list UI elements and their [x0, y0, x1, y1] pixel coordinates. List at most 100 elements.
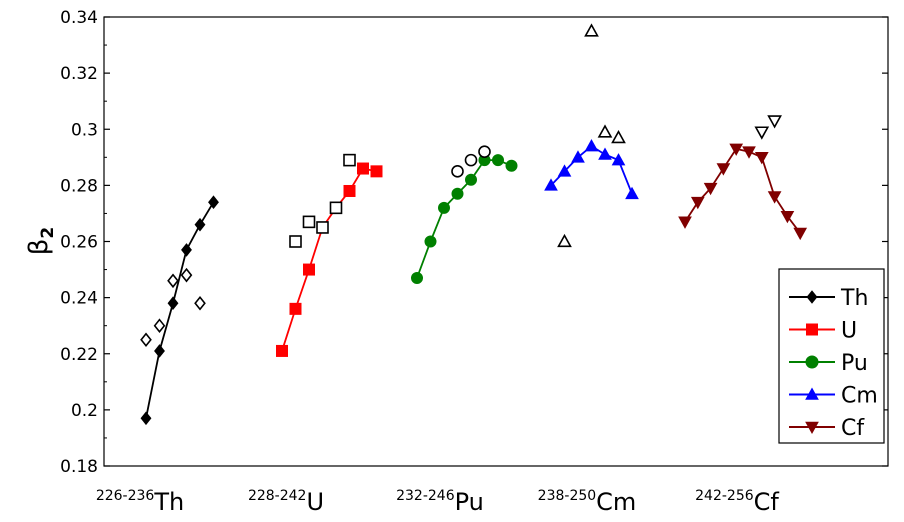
reference-point-square — [329, 201, 343, 215]
y-axis-label: β2 — [24, 227, 58, 255]
reference-point-square — [343, 153, 356, 167]
data-point-cf — [754, 152, 769, 165]
series-line-cf — [684, 147, 801, 234]
y-axis-ticks: 0.18 0.2 0.22 0.24 0.26 0.28 0.3 0.32 0.34 — [60, 8, 888, 477]
x-axis-group-labels: 226-236Th 228-242U 232-246Pu 238-250Cm 242-2… — [96, 488, 780, 516]
data-point-u — [289, 302, 302, 315]
x-group-label-element: U — [306, 488, 324, 516]
y-axis-label-subscript: 2 — [38, 227, 58, 239]
data-point-th — [208, 195, 219, 210]
legend-item-cf: Cf — [789, 416, 865, 441]
reference-point-triangle-down — [754, 126, 770, 140]
legend-label: Th — [840, 286, 868, 311]
reference-point-diamond — [167, 273, 179, 289]
data-point-cf — [678, 216, 692, 229]
data-point-pu — [505, 159, 518, 172]
x-group-label-mass-range: 232-246 — [396, 488, 455, 504]
data-point-pu — [492, 154, 504, 167]
data-point-th — [181, 243, 192, 257]
data-point-cm — [625, 186, 639, 200]
reference-point-circle — [451, 165, 464, 178]
reference-point-diamond — [140, 332, 152, 347]
data-point-cm — [584, 139, 599, 152]
x-group-label: 242-256Cf — [695, 488, 779, 516]
reference-point-triangle-up — [597, 124, 613, 138]
reference-point-diamond — [194, 295, 206, 311]
reference-point-circle — [478, 145, 491, 158]
data-point-pu — [424, 235, 437, 248]
reference-series-diamond — [140, 267, 206, 347]
reference-point-triangle-up — [584, 23, 599, 37]
data-point-cf — [729, 143, 744, 156]
data-point-u — [276, 344, 288, 357]
data-point-cm — [557, 164, 572, 177]
reference-point-circle — [464, 153, 478, 167]
x-group-label: 226-236Th — [96, 488, 184, 516]
reference-point-square — [302, 215, 316, 229]
y-tick-label: 0.3 — [71, 120, 98, 140]
data-point-cf — [780, 210, 795, 224]
data-point-pu — [411, 271, 423, 284]
data-point-cm — [611, 153, 626, 166]
series-pu — [411, 154, 518, 284]
x-group-label-element: Pu — [455, 488, 484, 516]
data-point-u — [370, 165, 383, 178]
legend-item-pu: Pu — [789, 351, 868, 376]
legend-marker — [806, 323, 818, 336]
plot-frame — [103, 16, 889, 467]
x-group-label-mass-range: 242-256 — [695, 488, 754, 504]
data-point-cf — [690, 196, 705, 210]
y-tick-label: 0.26 — [60, 233, 98, 253]
reference-series-triangle-down — [754, 115, 782, 140]
legend-label: Cm — [841, 384, 878, 409]
legend-item-th: Th — [789, 286, 868, 311]
series-line-th — [145, 201, 215, 419]
data-point-cm — [598, 147, 612, 160]
series-layer — [140, 139, 808, 426]
x-group-label: 228-242U — [248, 488, 324, 516]
reference-point-triangle-up — [611, 130, 626, 144]
data-point-th — [154, 344, 165, 358]
y-tick-label: 0.28 — [60, 176, 98, 196]
x-group-label-mass-range: 228-242 — [248, 488, 307, 504]
reference-point-square — [316, 221, 329, 234]
reference-series-circle — [451, 145, 491, 178]
reference-point-triangle-down — [767, 115, 782, 129]
data-point-pu — [465, 173, 477, 186]
reference-point-diamond — [180, 267, 193, 283]
legend-label: Cf — [841, 416, 865, 441]
data-point-u — [343, 184, 356, 197]
x-group-label-element: Cm — [596, 488, 636, 516]
y-tick-label: 0.24 — [60, 289, 98, 309]
x-group-label: 238-250Cm — [538, 488, 637, 516]
y-tick-label: 0.22 — [60, 345, 98, 365]
x-group-label-element: Th — [153, 488, 184, 516]
data-point-u — [303, 263, 315, 276]
legend-marker — [806, 290, 818, 304]
data-point-cf — [742, 146, 756, 159]
reference-point-diamond — [153, 318, 166, 333]
reference-series-triangle-up — [557, 23, 626, 248]
data-point-th — [194, 217, 206, 232]
legend-marker — [805, 421, 819, 435]
data-point-cm — [571, 150, 585, 163]
data-point-pu — [451, 187, 464, 200]
x-group-label-mass-range: 238-250 — [538, 488, 597, 504]
data-point-u — [357, 162, 369, 175]
series-cf — [678, 143, 808, 241]
legend: Th U Pu Cm Cf — [778, 268, 885, 444]
y-tick-label: 0.34 — [60, 8, 98, 28]
reference-point-triangle-up — [557, 233, 572, 248]
data-point-cf — [793, 227, 808, 241]
data-point-cf — [703, 182, 718, 196]
series-u — [276, 162, 383, 357]
legend-label: Pu — [841, 351, 868, 376]
series-th — [140, 195, 219, 426]
y-tick-label: 0.18 — [60, 457, 98, 477]
data-point-pu — [438, 201, 450, 214]
legend-marker — [805, 387, 819, 400]
x-group-label: 232-246Pu — [396, 488, 484, 516]
data-point-cf — [767, 191, 782, 204]
series-cm — [544, 139, 639, 200]
